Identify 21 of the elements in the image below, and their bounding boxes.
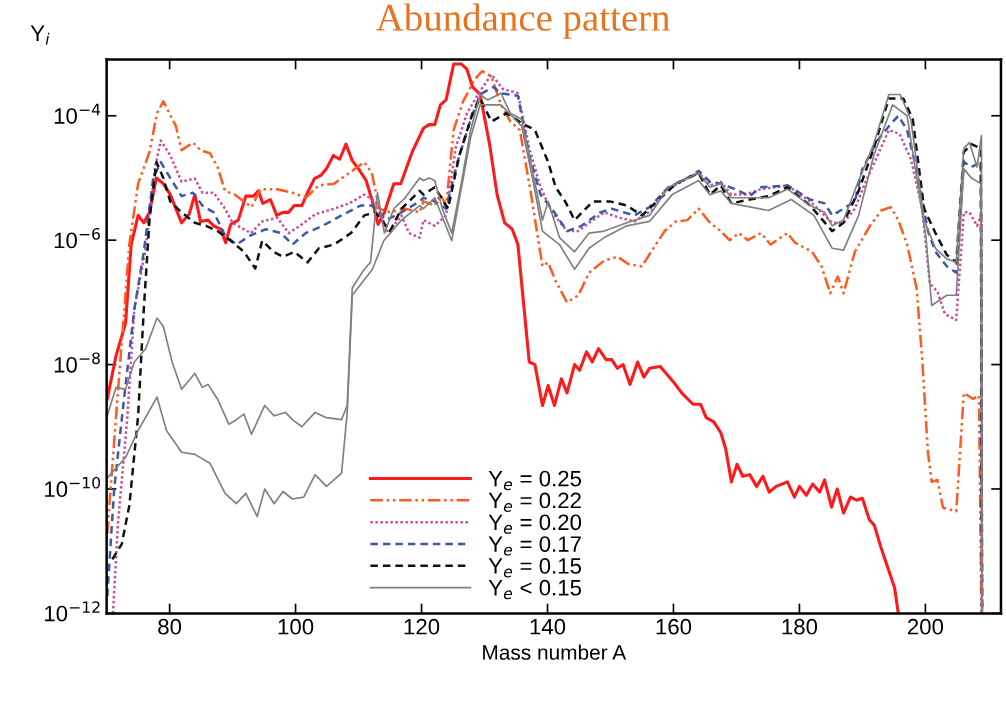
y-tick-label: 10$^{−12}$ — [45, 601, 100, 622]
y-tick-label: 10$^{−6}$ — [54, 227, 100, 249]
legend-label: Y$_{e}$ < 0.15 — [488, 579, 582, 600]
legend-label: Y$_{e}$ = 0.17 — [488, 536, 581, 556]
y-tick-label: 10$^{−8}$ — [54, 352, 100, 373]
legend-label: Y$_{e}$ = 0.22 — [488, 492, 581, 512]
x-tick-label: 100 — [278, 618, 314, 635]
y-tick-label: 10$^{−10}$ — [45, 476, 101, 498]
x-tick-label: 180 — [782, 618, 818, 635]
x-tick-label: 160 — [656, 618, 692, 635]
y-tick-label: 10$^{−4}$ — [54, 103, 101, 124]
legend-label: Y$_{e}$ = 0.25 — [488, 470, 582, 491]
x-tick-label: 140 — [530, 618, 566, 635]
x-axis-title: Mass number A — [483, 644, 627, 660]
chart-title: Abundance pattern — [376, 3, 670, 39]
legend-label: Y$_{e}$ = 0.15 — [488, 558, 582, 578]
legend-label: Y$_{e}$ = 0.20 — [488, 514, 582, 534]
x-tick-label: 120 — [404, 618, 440, 635]
y-axis-title: Y$_{i}$ — [30, 25, 50, 45]
x-tick-label: 200 — [907, 618, 944, 635]
x-tick-label: 80 — [158, 618, 182, 635]
